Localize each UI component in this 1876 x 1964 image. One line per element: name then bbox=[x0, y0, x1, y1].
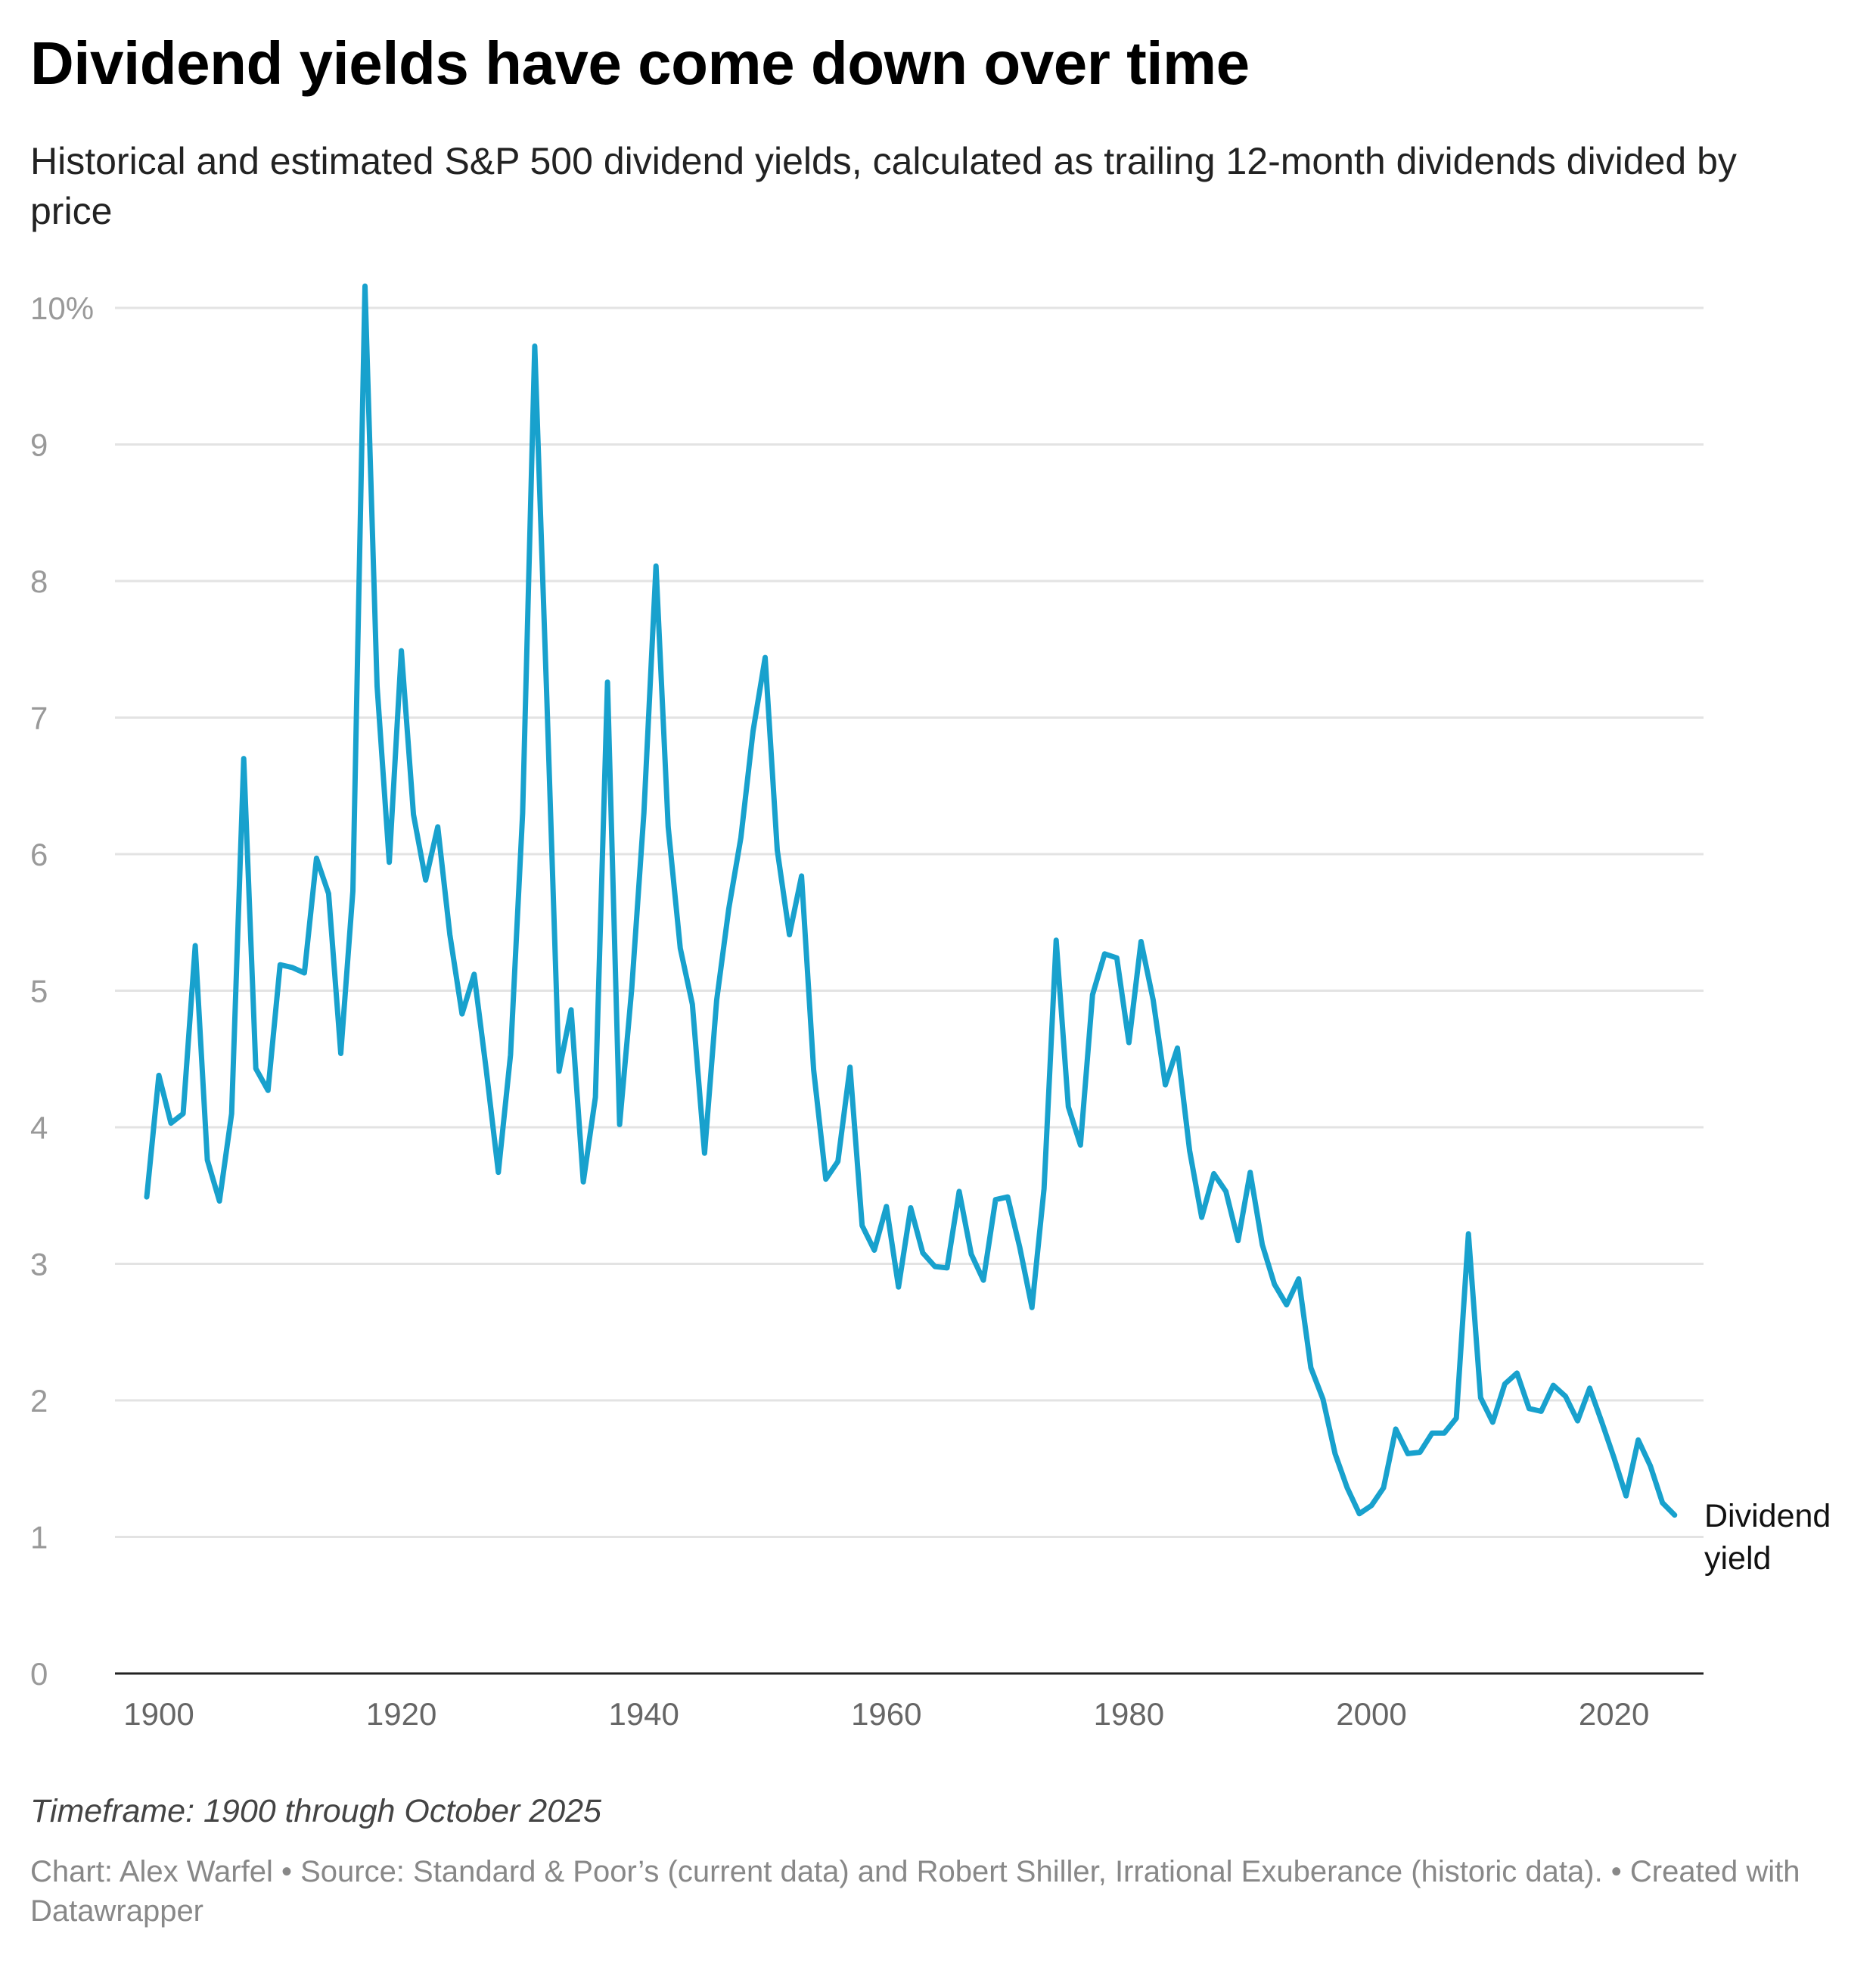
y-tick-label: 8 bbox=[30, 564, 48, 599]
x-tick-label: 2000 bbox=[1336, 1696, 1406, 1732]
y-tick-label: 3 bbox=[30, 1247, 48, 1282]
x-tick-label: 1940 bbox=[608, 1696, 679, 1732]
x-tick-label: 2020 bbox=[1579, 1696, 1649, 1732]
x-tick-label: 1980 bbox=[1094, 1696, 1164, 1732]
y-tick-label: 1 bbox=[30, 1520, 48, 1555]
chart-title: Dividend yields have come down over time bbox=[30, 30, 1250, 97]
x-tick-label: 1900 bbox=[123, 1696, 194, 1732]
source-note: Chart: Alex Warfel • Source: Standard & … bbox=[30, 1855, 1800, 1928]
data-points bbox=[146, 286, 1675, 1515]
x-tick-label: 1920 bbox=[366, 1696, 436, 1732]
y-axis-ticks: 0 1 2 3 4 5 6 7 8 9 10% bbox=[30, 291, 94, 1692]
y-tick-label: 5 bbox=[30, 974, 48, 1009]
y-tick-label: 2 bbox=[30, 1383, 48, 1419]
y-tick-label: 10% bbox=[30, 291, 94, 326]
timeframe-note: Timeframe: 1900 through October 2025 bbox=[30, 1793, 601, 1829]
x-tick-label: 1960 bbox=[851, 1696, 921, 1732]
y-tick-label: 0 bbox=[30, 1656, 48, 1692]
y-tick-label: 6 bbox=[30, 837, 48, 872]
x-axis-ticks: 1900 1920 1940 1960 1980 2000 2020 bbox=[123, 1696, 1649, 1732]
chart-subtitle: Historical and estimated S&P 500 dividen… bbox=[30, 140, 1737, 232]
series-label-line1: Dividend bbox=[1704, 1498, 1831, 1534]
y-tick-label: 7 bbox=[30, 701, 48, 736]
y-tick-label: 9 bbox=[30, 427, 48, 463]
gridlines bbox=[115, 306, 1704, 1538]
y-tick-label: 4 bbox=[30, 1110, 48, 1145]
dividend-yield-line bbox=[144, 283, 1678, 1518]
series-label-line2: yield bbox=[1704, 1540, 1771, 1577]
